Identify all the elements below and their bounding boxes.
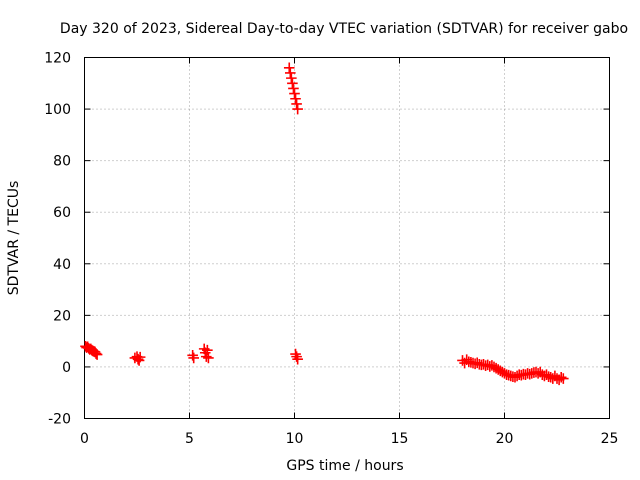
x-tick-label: 0 xyxy=(80,431,89,447)
data-point xyxy=(471,357,483,369)
data-points xyxy=(80,62,569,386)
data-point xyxy=(290,93,301,105)
x-tick-label: 15 xyxy=(391,431,409,447)
data-point xyxy=(132,353,144,365)
data-point xyxy=(558,373,569,384)
x-tick-label: 25 xyxy=(601,431,619,447)
y-tick-label: -20 xyxy=(48,412,71,428)
x-tick-label: 5 xyxy=(185,431,194,447)
x-tick-label: 20 xyxy=(496,431,514,447)
y-tick-label: 60 xyxy=(53,205,71,221)
data-point xyxy=(203,352,214,364)
data-point xyxy=(289,88,300,99)
data-point xyxy=(287,77,298,89)
data-point xyxy=(286,72,297,84)
x-tick-labels: 0 5 10 15 20 25 xyxy=(80,431,618,447)
data-point xyxy=(285,67,296,79)
data-point xyxy=(90,348,102,359)
x-axis-title: GPS time / hours xyxy=(286,458,403,474)
data-point xyxy=(291,98,302,110)
data-point xyxy=(134,351,146,363)
y-tick-label: 40 xyxy=(53,257,71,273)
y-tick-labels: -20 0 20 40 60 80 100 120 xyxy=(44,51,71,428)
data-point xyxy=(202,344,213,356)
data-point xyxy=(91,349,103,360)
data-point xyxy=(499,368,510,379)
y-tick-label: 120 xyxy=(44,51,71,67)
grid xyxy=(84,57,610,419)
data-point xyxy=(532,368,544,379)
data-point xyxy=(555,371,567,383)
data-point xyxy=(201,351,212,362)
x-tick-label: 10 xyxy=(286,431,304,447)
y-tick-label: 100 xyxy=(44,102,71,118)
y-tick-label: 20 xyxy=(53,308,71,324)
y-tick-label: 80 xyxy=(53,154,71,170)
data-point xyxy=(188,352,199,364)
data-point xyxy=(283,62,295,74)
plot-frame xyxy=(84,57,610,419)
data-point xyxy=(292,353,303,365)
y-axis-title: SDTVAR / TECUs xyxy=(6,181,22,296)
data-point xyxy=(292,103,303,115)
data-point xyxy=(288,83,299,94)
data-point xyxy=(545,371,556,383)
y-tick-label: 0 xyxy=(62,360,71,376)
chart-title: Day 320 of 2023, Sidereal Day-to-day VTE… xyxy=(60,21,628,37)
axis-ticks xyxy=(84,57,610,419)
